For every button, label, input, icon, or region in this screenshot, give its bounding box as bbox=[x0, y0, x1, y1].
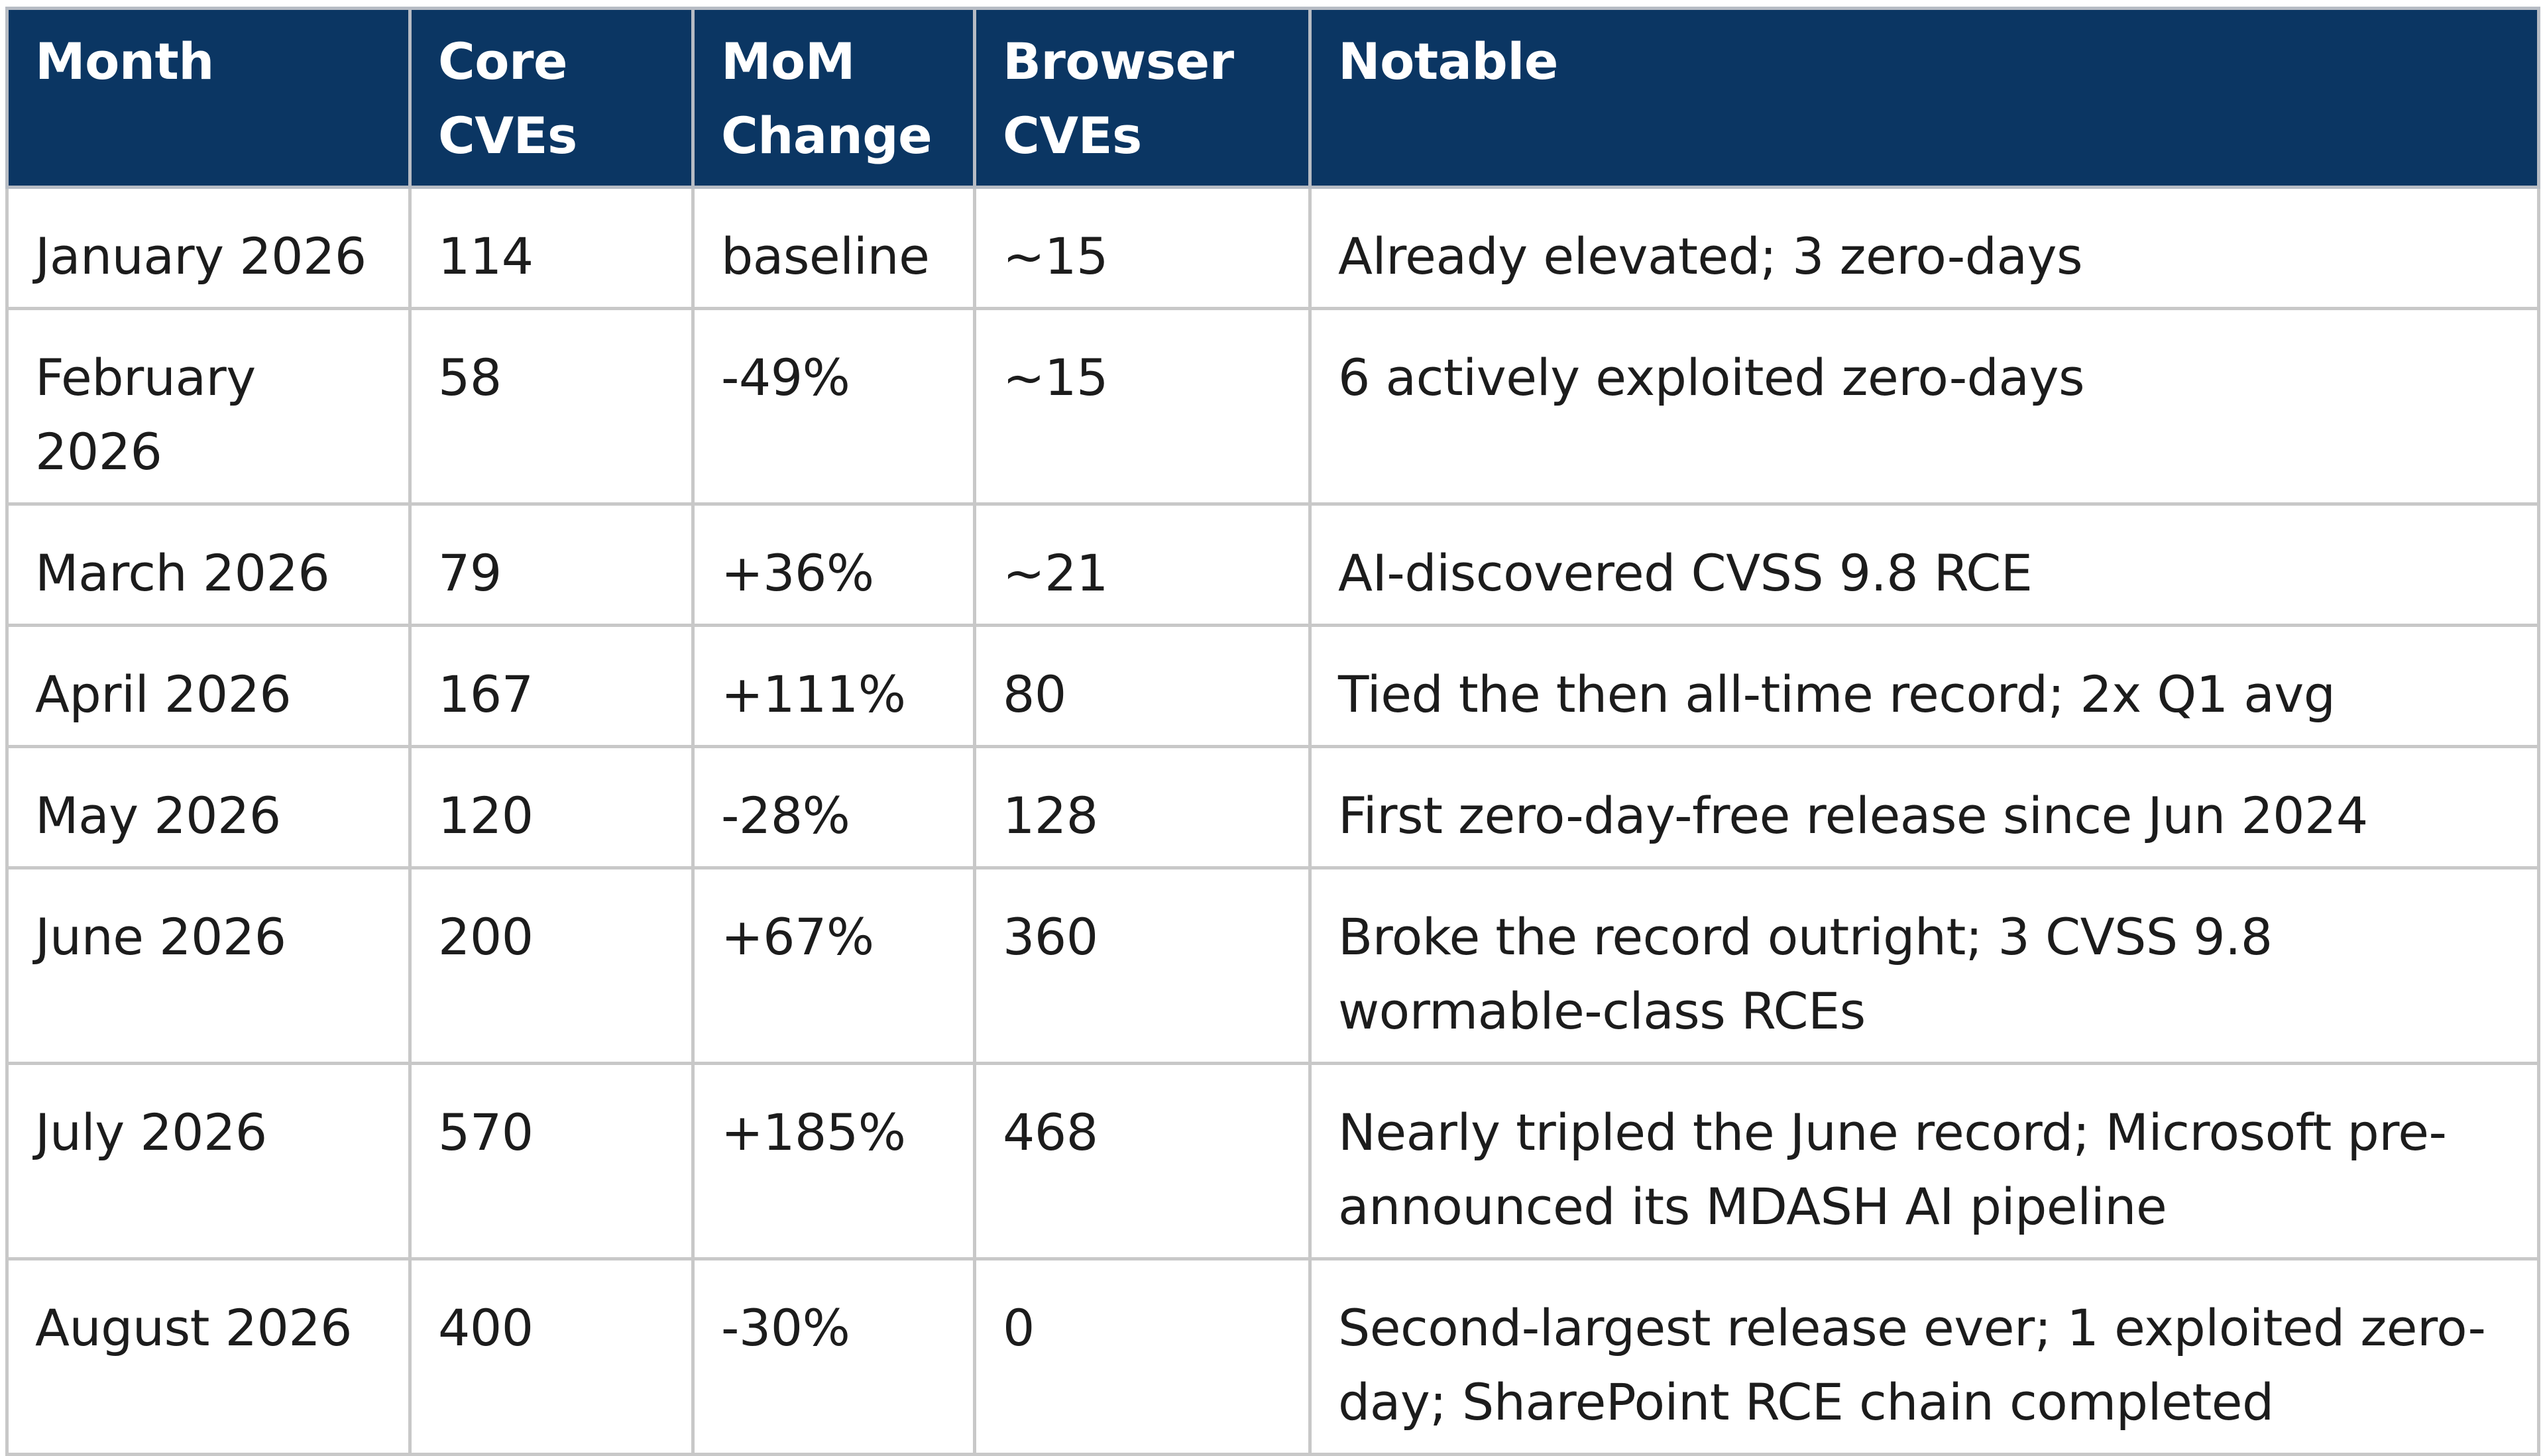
table-row: June 2026 200 +67% 360 Broke the record … bbox=[5, 866, 2540, 1065]
cell-notable: First zero-day-free release since Jun 20… bbox=[1308, 745, 2540, 869]
header-browser-cves-line2: CVEs bbox=[1003, 106, 1142, 165]
cell-notable: Tied the then all-time record; 2x Q1 avg bbox=[1308, 624, 2540, 748]
cell-mom-change: +185% bbox=[691, 1062, 976, 1260]
cell-browser-cves: 128 bbox=[973, 745, 1312, 869]
header-month: Month bbox=[5, 7, 412, 189]
header-core-cves: Core CVEs bbox=[408, 7, 695, 189]
table-body: January 2026 114 baseline ~15 Already el… bbox=[5, 186, 2540, 1456]
table-row: July 2026 570 +185% 468 Nearly tripled t… bbox=[5, 1062, 2540, 1260]
header-mom-change: MoM Change bbox=[691, 7, 976, 189]
cell-month: January 2026 bbox=[5, 186, 412, 310]
cell-mom-change: +67% bbox=[691, 866, 976, 1065]
header-core-cves-line2: CVEs bbox=[438, 106, 577, 165]
cell-notable: AI-discovered CVSS 9.8 RCE bbox=[1308, 502, 2540, 627]
table-row: August 2026 400 -30% 0 Second-largest re… bbox=[5, 1257, 2540, 1456]
cell-month: March 2026 bbox=[5, 502, 412, 627]
cell-core-cves: 570 bbox=[408, 1062, 695, 1260]
cell-browser-cves: 80 bbox=[973, 624, 1312, 748]
header-browser-cves: Browser CVEs bbox=[973, 7, 1312, 189]
cell-notable: Second-largest release ever; 1 exploited… bbox=[1308, 1257, 2540, 1456]
cell-mom-change: -30% bbox=[691, 1257, 976, 1456]
cell-month: June 2026 bbox=[5, 866, 412, 1065]
cell-browser-cves: ~15 bbox=[973, 186, 1312, 310]
cell-notable: Already elevated; 3 zero-days bbox=[1308, 186, 2540, 310]
table-row: March 2026 79 +36% ~21 AI-discovered CVS… bbox=[5, 502, 2540, 627]
cell-notable: Broke the record outright; 3 CVSS 9.8 wo… bbox=[1308, 866, 2540, 1065]
table-row: April 2026 167 +111% 80 Tied the then al… bbox=[5, 624, 2540, 748]
cell-browser-cves: 468 bbox=[973, 1062, 1312, 1260]
header-mom-change-line1: MoM bbox=[721, 32, 855, 91]
table-row: February 2026 58 -49% ~15 6 actively exp… bbox=[5, 307, 2540, 506]
cve-monthly-table: Month Core CVEs MoM Change Browser CVEs Not… bbox=[5, 7, 2540, 1456]
cell-core-cves: 400 bbox=[408, 1257, 695, 1456]
cell-month: July 2026 bbox=[5, 1062, 412, 1260]
header-mom-change-line2: Change bbox=[721, 106, 933, 165]
cell-month: August 2026 bbox=[5, 1257, 412, 1456]
cell-core-cves: 120 bbox=[408, 745, 695, 869]
header-month-label: Month bbox=[35, 32, 214, 91]
cell-mom-change: -28% bbox=[691, 745, 976, 869]
cell-core-cves: 167 bbox=[408, 624, 695, 748]
cell-browser-cves: 0 bbox=[973, 1257, 1312, 1456]
cell-mom-change: +36% bbox=[691, 502, 976, 627]
cell-month: February 2026 bbox=[5, 307, 412, 506]
table-header: Month Core CVEs MoM Change Browser CVEs Not… bbox=[5, 7, 2540, 189]
header-browser-cves-line1: Browser bbox=[1003, 32, 1234, 91]
cell-core-cves: 200 bbox=[408, 866, 695, 1065]
cell-mom-change: +111% bbox=[691, 624, 976, 748]
header-core-cves-line1: Core bbox=[438, 32, 568, 91]
header-notable-label: Notable bbox=[1338, 32, 1558, 91]
cell-core-cves: 58 bbox=[408, 307, 695, 506]
cell-mom-change: baseline bbox=[691, 186, 976, 310]
cell-core-cves: 79 bbox=[408, 502, 695, 627]
cell-browser-cves: 360 bbox=[973, 866, 1312, 1065]
cell-month: May 2026 bbox=[5, 745, 412, 869]
cell-notable: 6 actively exploited zero-days bbox=[1308, 307, 2540, 506]
table-row: May 2026 120 -28% 128 First zero-day-fre… bbox=[5, 745, 2540, 869]
header-row: Month Core CVEs MoM Change Browser CVEs Not… bbox=[5, 7, 2540, 189]
cell-browser-cves: ~21 bbox=[973, 502, 1312, 627]
table-row: January 2026 114 baseline ~15 Already el… bbox=[5, 186, 2540, 310]
cell-browser-cves: ~15 bbox=[973, 307, 1312, 506]
header-notable: Notable bbox=[1308, 7, 2540, 189]
cell-notable: Nearly tripled the June record; Microsof… bbox=[1308, 1062, 2540, 1260]
cell-core-cves: 114 bbox=[408, 186, 695, 310]
cell-month: April 2026 bbox=[5, 624, 412, 748]
cell-mom-change: -49% bbox=[691, 307, 976, 506]
